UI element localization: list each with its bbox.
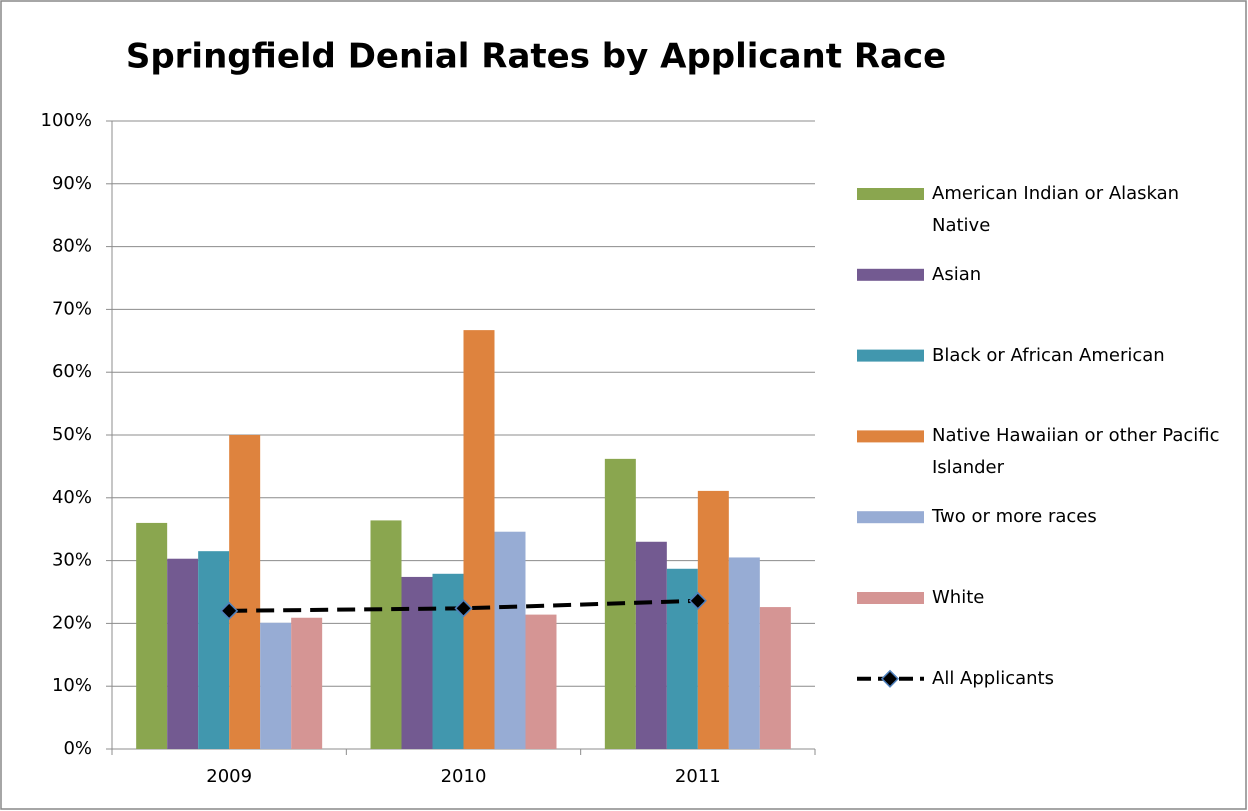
marker [688,591,707,610]
bar [697,490,729,749]
legend-swatch [880,669,900,688]
bar [463,330,495,749]
legend-swatch [857,188,924,200]
bar [291,617,323,749]
legend-swatch [857,592,924,604]
bar [229,435,261,749]
bar [728,557,760,749]
bar [136,522,168,749]
legend-label: American Indian or Alaskan Native [932,183,1180,236]
legend-swatch [857,349,924,362]
line [229,598,698,613]
legend-swatch [857,430,924,443]
bar [198,551,230,749]
y-tick-label: 60% [52,361,92,382]
x-tick-label: 2009 [206,766,252,787]
bar [525,614,557,749]
y-tick-label: 90% [52,173,92,194]
legend-label: Native Hawaiian or other Pacific Islande… [932,425,1220,479]
legend-label: Asian [932,263,982,285]
marker [454,599,473,618]
bar [432,573,464,749]
y-tick-label: 70% [52,298,92,319]
legend-swatch [857,511,924,524]
x-tick-label: 2011 [675,766,721,787]
y-tick-label: 0% [63,738,92,759]
chart-title: Springfield Denial Rates by Applicant Ra… [126,37,946,77]
bar [401,576,433,749]
legend-label: Black or African American [932,344,1165,366]
y-tick-label: 20% [52,612,92,633]
y-tick-label: 100% [41,110,92,131]
y-tick-label: 30% [52,550,92,571]
bar [759,607,791,749]
legend-label: White [932,587,985,608]
y-tick-label: 80% [52,236,92,257]
bar [370,520,402,749]
bar [260,622,292,749]
bar [494,531,526,749]
bar [635,541,667,749]
x-tick-label: 2010 [441,766,487,787]
legend-swatch [857,268,924,281]
legend-label: Two or more races [932,506,1097,528]
y-tick-label: 10% [52,675,92,696]
y-tick-label: 40% [52,487,92,508]
y-tick-label: 50% [52,424,92,445]
marker [220,601,239,620]
legend-label: All Applicants [932,667,1054,689]
bar [167,558,199,749]
bar [666,568,698,749]
